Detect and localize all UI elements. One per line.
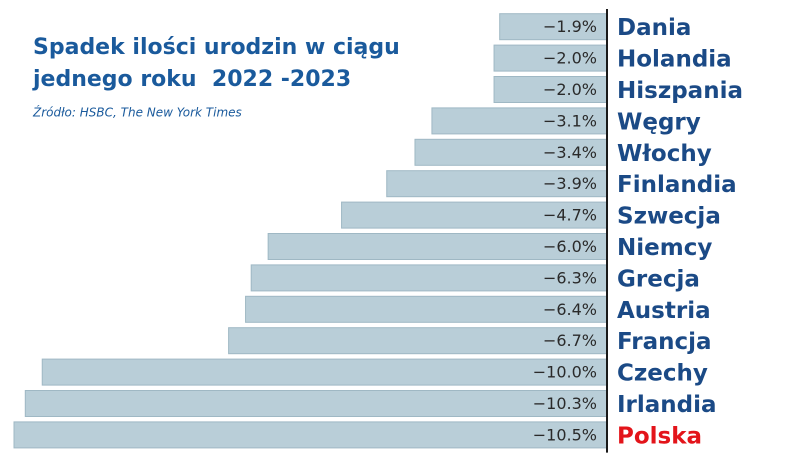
category-label: Węgry: [617, 109, 701, 135]
value-label: −3.4%: [543, 143, 597, 162]
category-label: Dania: [617, 15, 691, 41]
value-label: −6.7%: [543, 331, 597, 350]
category-label: Szwecja: [617, 204, 721, 230]
bar: [24, 390, 608, 417]
bar: [386, 170, 608, 198]
category-label: Polska: [617, 423, 702, 449]
source: Źródło: HSBC, The New York Times: [32, 105, 242, 120]
category-label: Niemcy: [617, 235, 712, 261]
value-label: −4.7%: [543, 206, 597, 225]
category-label: Finlandia: [617, 172, 737, 198]
category-label: Czechy: [617, 361, 708, 387]
chart-title: jednego roku 2022 -2023: [32, 67, 351, 92]
value-label: −2.0%: [543, 49, 597, 68]
value-label: −6.4%: [543, 300, 597, 319]
bar: [499, 13, 608, 41]
value-label: −1.9%: [543, 17, 597, 36]
bar: [493, 76, 608, 103]
category-label: Włochy: [617, 141, 712, 167]
value-label: −3.9%: [543, 174, 597, 193]
value-label: −6.0%: [543, 237, 597, 256]
category-label: Hiszpania: [617, 78, 743, 104]
chart-title: Spadek ilości urodzin w ciągu: [33, 35, 400, 60]
category-label: Austria: [617, 298, 711, 324]
value-label: −6.3%: [543, 268, 597, 287]
bar: [41, 358, 608, 386]
bar: [245, 295, 608, 323]
category-label: Holandia: [617, 47, 732, 73]
bar: [414, 138, 608, 166]
category-label: Irlandia: [617, 392, 717, 418]
bar: [493, 44, 608, 72]
category-label: Grecja: [617, 266, 700, 292]
bar: [13, 421, 608, 449]
value-label: −3.1%: [543, 111, 597, 130]
value-label: −2.0%: [543, 80, 597, 99]
category-label: Francja: [617, 329, 712, 355]
bar: [228, 327, 608, 355]
bar: [267, 233, 608, 260]
value-label: −10.3%: [533, 394, 597, 413]
bar: [250, 264, 608, 292]
bar: [431, 107, 608, 135]
value-label: −10.5%: [533, 425, 597, 444]
value-label: −10.0%: [533, 363, 597, 382]
